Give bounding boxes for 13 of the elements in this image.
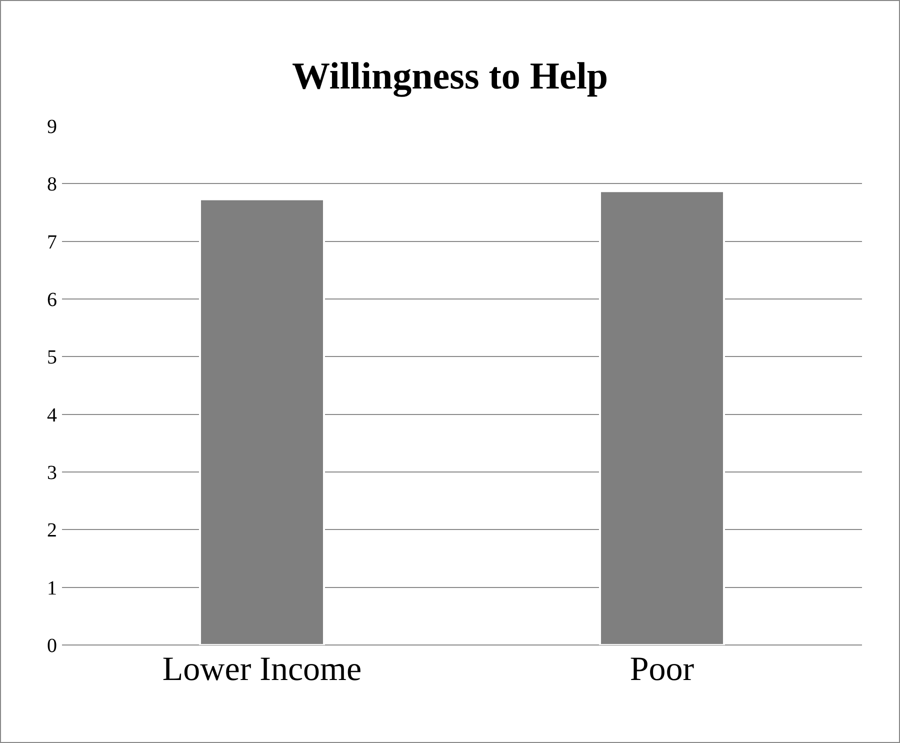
y-tick-label: 0 bbox=[47, 635, 57, 657]
y-tick-label: 4 bbox=[47, 404, 57, 426]
y-tick-label: 5 bbox=[47, 346, 57, 369]
y-tick-label: 6 bbox=[47, 289, 57, 311]
y-tick-label: 1 bbox=[47, 577, 57, 600]
y-tick-label: 9 bbox=[47, 116, 57, 138]
y-tick-label: 7 bbox=[47, 231, 57, 254]
y-tick-label: 2 bbox=[47, 520, 57, 542]
x-tick-label: Lower Income bbox=[162, 651, 362, 688]
y-tick-label: 3 bbox=[47, 462, 57, 484]
x-tick-label: Poor bbox=[630, 651, 695, 688]
y-tick-label: 8 bbox=[47, 174, 57, 196]
chart-title: Willingness to Help bbox=[292, 55, 608, 98]
